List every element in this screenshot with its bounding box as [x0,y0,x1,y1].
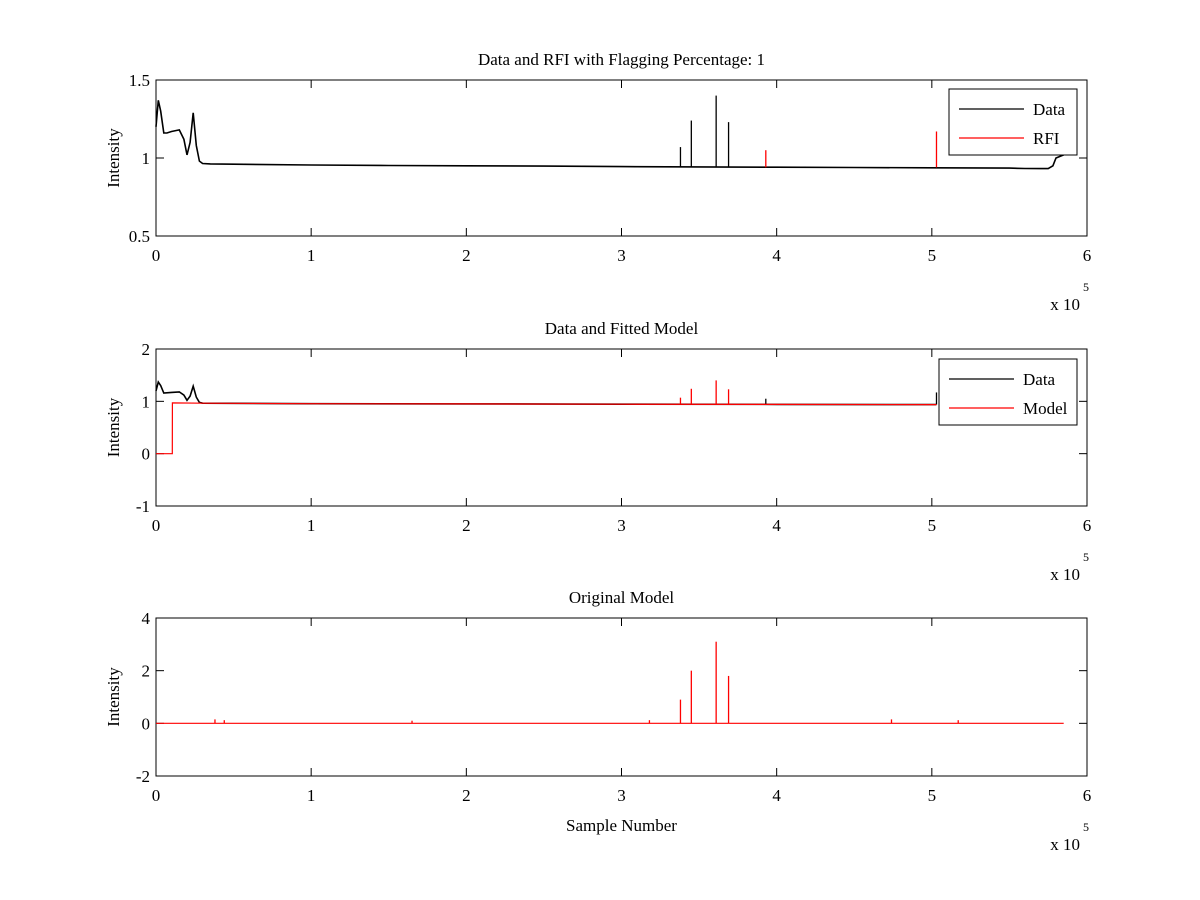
x-tick-label: 6 [1083,516,1092,535]
x-tick-label: 5 [928,246,937,265]
x-tick-label: 5 [928,516,937,535]
x-tick-label: 1 [307,786,316,805]
y-tick-label: 1 [142,149,151,168]
y-axis-label: Intensity [104,397,123,457]
x-tick-label: 1 [307,516,316,535]
legend-box [948,88,1078,156]
y-tick-label: -2 [136,767,150,786]
x-multiplier-exponent: 5 [1083,820,1089,834]
legend-label: RFI [1033,129,1060,148]
chart-title: Data and RFI with Flagging Percentage: 1 [478,50,765,69]
legend-label: Model [1023,399,1068,418]
y-tick-label: 0 [142,714,151,733]
chart-panel-1: 0 1 2 3 4 5 6 0.5 1 1.5 Data and RFI with Flagging… [104,50,1091,314]
x-multiplier-base: x 10 [1050,565,1080,584]
axes-box [155,79,1088,237]
x-multiplier-exponent: 5 [1083,280,1089,294]
y-tick-label: -1 [136,497,150,516]
x-tick-label: 0 [152,786,161,805]
x-axis-label: Sample Number [566,816,677,835]
y-tick-label: 0.5 [129,227,150,246]
x-tick-label: 3 [617,246,626,265]
y-axis-label: Intensity [104,667,123,727]
y-tick-label: 2 [142,340,151,359]
chart-title: Original Model [569,588,675,607]
x-tick-label: 2 [462,246,471,265]
x-multiplier-exponent: 5 [1083,550,1089,564]
x-multiplier-base: x 10 [1050,295,1080,314]
y-tick-label: 2 [142,662,151,681]
x-tick-label: 6 [1083,246,1092,265]
legend: Data RFI [948,88,1078,156]
chart-title: Data and Fitted Model [545,319,699,338]
series-line-model [156,402,937,455]
y-tick-label: 0 [142,445,151,464]
x-tick-label: 0 [152,246,161,265]
legend-label: Data [1023,370,1056,389]
x-tick-label: 4 [772,246,781,265]
x-tick-label: 6 [1083,786,1092,805]
x-tick-label: 2 [462,786,471,805]
x-tick-label: 0 [152,516,161,535]
y-tick-label: 1 [142,392,151,411]
x-tick-label: 3 [617,516,626,535]
x-multiplier-base: x 10 [1050,835,1080,854]
x-tick-label: 5 [928,786,937,805]
y-tick-label: 4 [142,609,151,628]
axes-box [155,617,1088,777]
x-tick-label: 2 [462,516,471,535]
x-tick-label: 4 [772,516,781,535]
axes-box [155,348,1088,507]
y-tick-label: 1.5 [129,71,150,90]
y-axis-label: Intensity [104,128,123,188]
legend-label: Data [1033,100,1066,119]
legend-box [938,358,1078,426]
legend: Data Model [938,358,1078,426]
x-tick-label: 3 [617,786,626,805]
x-tick-label: 4 [772,786,781,805]
x-tick-label: 1 [307,246,316,265]
series-line-data [155,100,1064,170]
